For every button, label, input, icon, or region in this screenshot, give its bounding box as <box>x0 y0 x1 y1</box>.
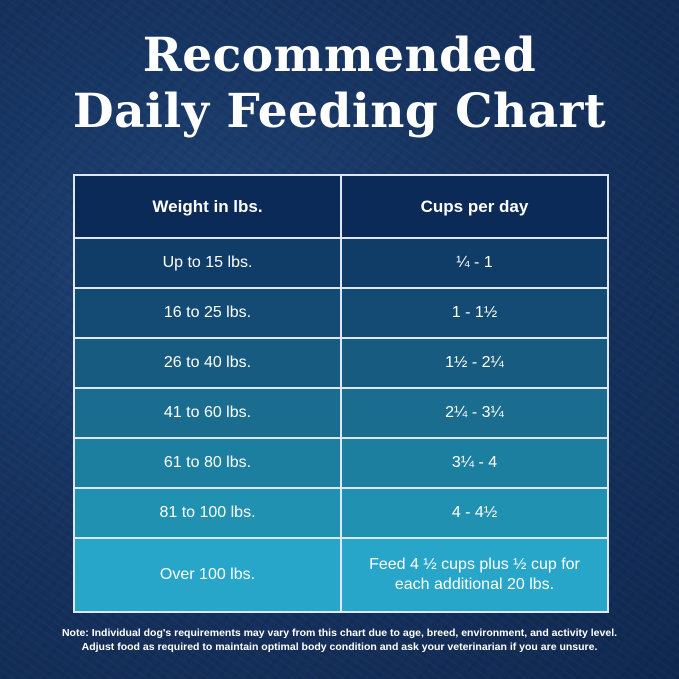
header-weight: Weight in lbs. <box>73 174 342 239</box>
table-row: 61 to 80 lbs. 3¼ - 4 <box>73 437 609 489</box>
weight-cell: Over 100 lbs. <box>73 537 342 613</box>
cups-cell: 1 - 1½ <box>340 287 609 339</box>
table-row: Up to 15 lbs. ¼ - 1 <box>73 237 609 289</box>
weight-cell: 41 to 60 lbs. <box>73 387 342 439</box>
weight-cell: Up to 15 lbs. <box>73 237 342 289</box>
cups-cell: ¼ - 1 <box>340 237 609 289</box>
footnote: Note: Individual dog's requirements may … <box>0 626 679 654</box>
table-row: 16 to 25 lbs. 1 - 1½ <box>73 287 609 339</box>
cups-cell: 3¼ - 4 <box>340 437 609 489</box>
table-row: 81 to 100 lbs. 4 - 4½ <box>73 487 609 539</box>
feeding-table: Weight in lbs. Cups per day Up to 15 lbs… <box>73 174 609 613</box>
cups-line-2: each additional 20 lbs. <box>394 576 555 593</box>
weight-cell: 26 to 40 lbs. <box>73 337 342 389</box>
weight-cell: 81 to 100 lbs. <box>73 487 342 539</box>
table-row: 26 to 40 lbs. 1½ - 2¼ <box>73 337 609 389</box>
weight-cell: 61 to 80 lbs. <box>73 437 342 489</box>
cups-cell: Feed 4 ½ cups plus ½ cup for each additio… <box>340 537 609 613</box>
weight-cell: 16 to 25 lbs. <box>73 287 342 339</box>
cups-cell: 2¼ - 3¼ <box>340 387 609 439</box>
footnote-line-1: Note: Individual dog's requirements may … <box>61 627 618 639</box>
table-header-row: Weight in lbs. Cups per day <box>73 174 609 239</box>
cups-line-1: Feed 4 ½ cups plus ½ cup for <box>369 556 580 573</box>
title-line-2: Daily Feeding Chart <box>72 84 607 139</box>
header-cups: Cups per day <box>340 174 609 239</box>
footnote-line-2: Adjust food as required to maintain opti… <box>81 641 598 653</box>
cups-cell: 4 - 4½ <box>340 487 609 539</box>
cups-cell: 1½ - 2¼ <box>340 337 609 389</box>
title-line-1: Recommended <box>142 28 537 83</box>
table-row: Over 100 lbs. Feed 4 ½ cups plus ½ cup fo… <box>73 537 609 613</box>
page-title: Recommended Daily Feeding Chart <box>0 28 679 140</box>
table-row: 41 to 60 lbs. 2¼ - 3¼ <box>73 387 609 439</box>
